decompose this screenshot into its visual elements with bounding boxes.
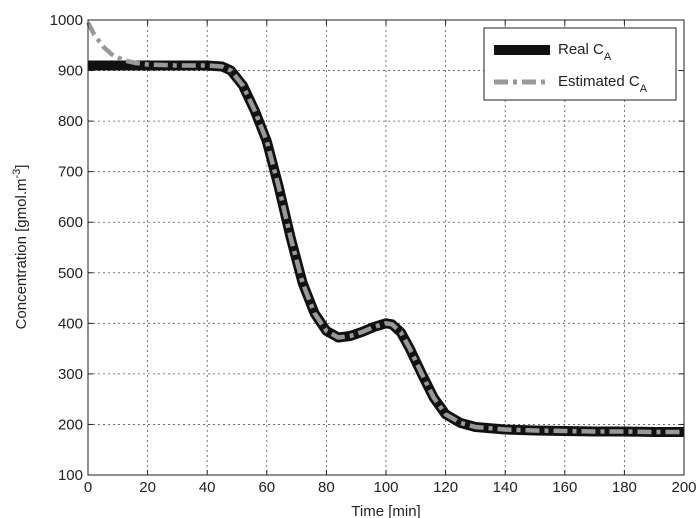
series-line-estimated: [85, 21, 684, 435]
legend-box: [483, 27, 677, 101]
x-tick-label: 100: [373, 479, 398, 496]
y-tick-label: 300: [58, 366, 83, 383]
tick-labels: 0 20 40 60 80 100 120 140 160 180 200 100 200 300 400 5…: [50, 12, 697, 496]
x-tick-label: 20: [139, 479, 156, 496]
y-tick-label: 500: [58, 265, 83, 282]
legend-label-estimated: Estimated CA: [558, 73, 648, 95]
x-tick-label: 80: [318, 479, 335, 496]
y-tick-label: 700: [58, 164, 83, 181]
x-tick-label: 40: [199, 479, 216, 496]
y-axis-label: Concentration [gmol.m-3]: [11, 165, 30, 330]
x-tick-label: 120: [433, 479, 458, 496]
y-tick-label: 1000: [50, 12, 83, 29]
y-tick-label: 600: [58, 214, 83, 231]
x-tick-label: 180: [612, 479, 637, 496]
series-layer: [85, 21, 684, 437]
y-tick-label: 900: [58, 63, 83, 80]
x-tick-label: 140: [493, 479, 518, 496]
legend-label-real: Real CA: [558, 41, 612, 63]
ticks: [87, 19, 685, 476]
x-tick-label: 160: [552, 479, 577, 496]
y-tick-label: 800: [58, 113, 83, 130]
y-tick-label: 400: [58, 315, 83, 332]
y-axis-label-superscript: -3: [11, 169, 23, 179]
x-tick-label: 0: [84, 479, 92, 496]
x-tick-label: 60: [258, 479, 275, 496]
y-tick-label: 200: [58, 416, 83, 433]
x-tick-label: 200: [671, 479, 696, 496]
y-tick-label: 100: [58, 467, 83, 484]
x-axis-label: Time [min]: [351, 503, 420, 518]
legend: Real CA Estimated CA: [483, 27, 677, 101]
